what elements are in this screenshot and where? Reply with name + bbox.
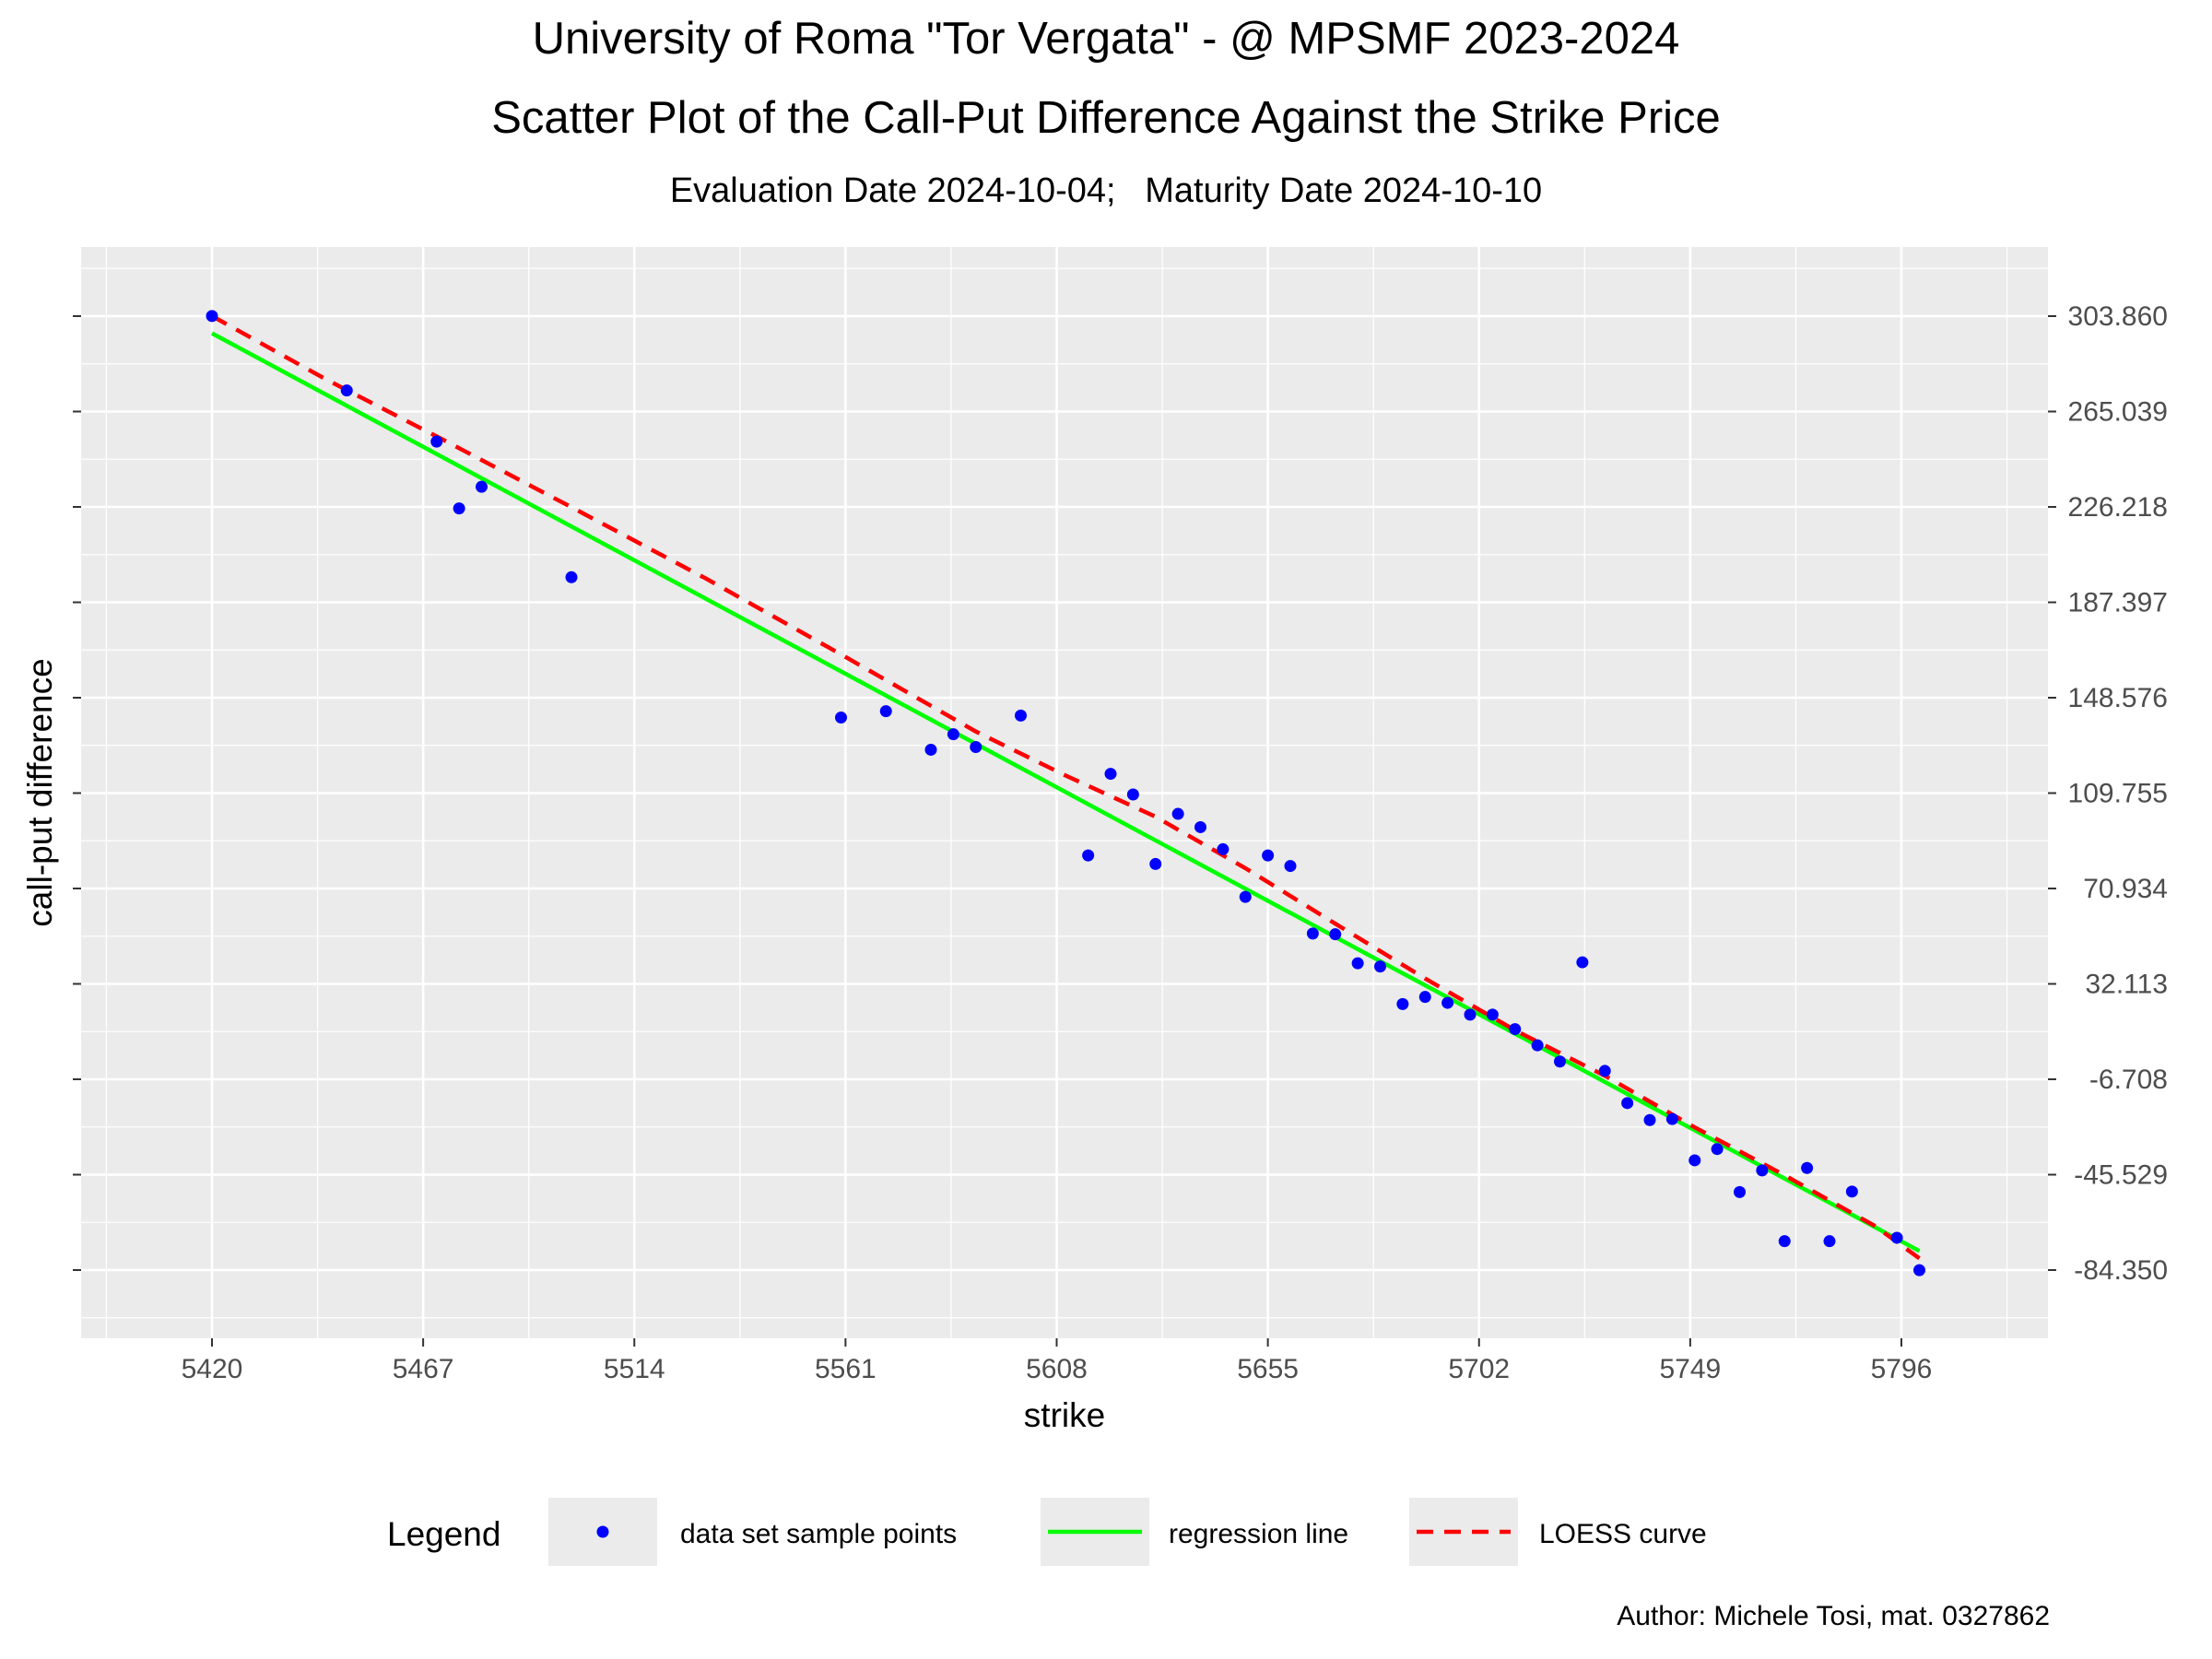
data-point <box>1217 842 1230 855</box>
data-point <box>340 384 353 397</box>
data-point <box>1126 788 1139 801</box>
data-point <box>1845 1185 1858 1198</box>
data-point <box>1823 1235 1836 1248</box>
data-point <box>1890 1231 1903 1244</box>
data-point <box>1734 1185 1746 1198</box>
data-point <box>1643 1113 1656 1126</box>
x-tick-label: 5608 <box>1026 1354 1088 1384</box>
data-point <box>206 310 218 323</box>
legend-entry-label: regression line <box>1169 1519 1348 1549</box>
data-point <box>1688 1154 1701 1167</box>
x-tick-label: 5467 <box>393 1354 454 1384</box>
data-point <box>1082 849 1095 862</box>
data-point <box>1374 960 1386 973</box>
data-point <box>1778 1235 1791 1248</box>
data-point <box>1464 1008 1477 1021</box>
data-point <box>879 705 892 718</box>
data-point <box>1531 1039 1544 1052</box>
legend-entry-label: LOESS curve <box>1539 1519 1707 1549</box>
regression-line-layer <box>210 331 1921 1253</box>
loess-curve-layer <box>210 313 1921 1261</box>
y-tick-label: 32.113 <box>2085 970 2168 1000</box>
y-tick-label: 109.755 <box>2068 779 2168 809</box>
x-tick-label: 5420 <box>182 1354 243 1384</box>
chart-subtitle: Scatter Plot of the Call-Put Difference … <box>491 93 1721 143</box>
y-tick-label: -6.708 <box>2089 1065 2168 1095</box>
major-grid <box>81 247 2048 1338</box>
x-tick-label: 5561 <box>815 1354 877 1384</box>
y-tick-label: 187.397 <box>2068 588 2168 618</box>
data-point <box>1396 997 1409 1010</box>
data-point <box>1486 1008 1499 1021</box>
data-point <box>1913 1264 1925 1277</box>
x-axis: 5420 5467 5514 5561 5608 5655 5702 5749 5796 <box>182 1338 1933 1384</box>
x-tick-label: 5655 <box>1237 1354 1299 1384</box>
y-tick-label: 148.576 <box>2068 683 2168 713</box>
data-point <box>970 741 982 754</box>
data-point <box>1756 1164 1769 1177</box>
chart-title: University of Roma "Tor Vergata" - @ MPS… <box>532 14 1680 64</box>
y-tick-label: -45.529 <box>2074 1160 2168 1191</box>
data-point <box>1598 1065 1611 1077</box>
x-tick-label: 5749 <box>1660 1354 1722 1384</box>
data-point <box>1284 860 1297 873</box>
data-point <box>1171 807 1184 820</box>
data-point <box>1104 768 1117 781</box>
data-point <box>565 571 578 583</box>
x-tick-label: 5514 <box>604 1354 665 1384</box>
y-tick-label: 265.039 <box>2068 397 2168 428</box>
loess-curve <box>210 313 1921 1261</box>
data-point <box>1665 1112 1678 1125</box>
y-axis-left <box>73 315 81 1271</box>
legend-title: Legend <box>387 1515 500 1553</box>
legend-point-swatch <box>596 1525 609 1538</box>
data-point <box>430 435 443 448</box>
data-point <box>1239 890 1252 903</box>
sample-points-layer <box>206 310 1925 1277</box>
data-point <box>1509 1023 1522 1036</box>
y-tick-label: 303.860 <box>2068 301 2168 332</box>
data-point <box>924 743 937 756</box>
data-point <box>1329 928 1342 941</box>
y-tick-label: -84.350 <box>2074 1255 2168 1286</box>
data-point <box>1554 1055 1566 1068</box>
x-tick-label: 5796 <box>1871 1354 1933 1384</box>
chart-dates-subtitle: Evaluation Date 2024-10-04; Maturity Dat… <box>669 171 1543 210</box>
data-point <box>1262 849 1275 862</box>
data-point <box>1306 927 1319 940</box>
data-point <box>835 712 847 724</box>
data-point <box>947 728 959 741</box>
data-point <box>1711 1143 1724 1156</box>
data-point <box>1801 1161 1814 1174</box>
data-point <box>1441 996 1454 1009</box>
x-tick-label: 5702 <box>1448 1354 1510 1384</box>
data-point <box>1015 709 1027 722</box>
data-point <box>1149 857 1162 870</box>
data-point <box>1418 991 1431 1004</box>
x-axis-title: strike <box>1024 1396 1105 1434</box>
y-axis-right: 303.860 265.039 226.218 187.397 148.576 109.7… <box>2048 301 2168 1286</box>
author-caption: Author: Michele Tosi, mat. 0327862 <box>1617 1601 2050 1631</box>
data-point <box>1351 957 1364 970</box>
regression-line <box>210 331 1921 1253</box>
y-axis-title: call-put difference <box>21 658 59 926</box>
legend: Legend data set sample points regression … <box>387 1498 1707 1566</box>
data-point <box>453 502 465 515</box>
data-point <box>1194 820 1206 833</box>
legend-entry-label: data set sample points <box>680 1519 957 1549</box>
data-point <box>1576 956 1589 969</box>
data-point <box>1621 1097 1634 1110</box>
data-point <box>476 480 488 493</box>
y-tick-label: 226.218 <box>2068 492 2168 523</box>
y-tick-label: 70.934 <box>2083 874 2168 904</box>
